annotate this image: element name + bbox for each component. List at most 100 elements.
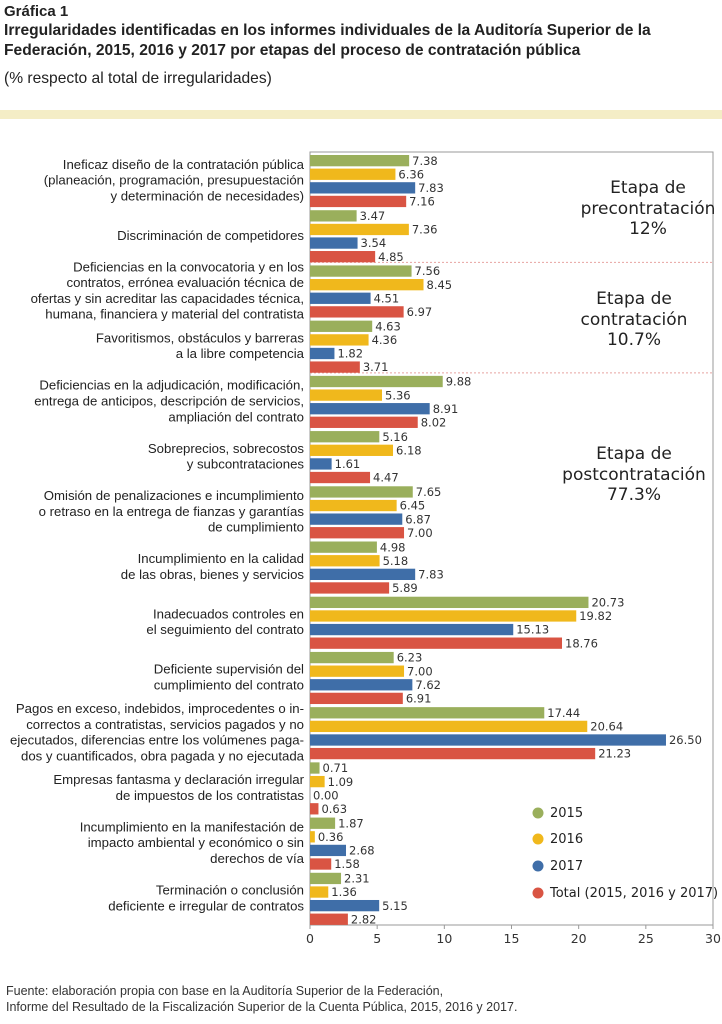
category-label: Incumplimiento en la calidad [138,551,304,566]
category-label: Deficiente supervisión del [154,662,304,677]
stage-label: Etapa de [596,444,672,464]
bar [310,623,514,636]
value-label: 26.50 [669,733,702,747]
bar [310,182,416,194]
bar [310,306,404,318]
value-label: 9.88 [446,375,472,389]
category-label: deficiente e irregular de contratos [108,898,304,913]
value-label: 2.82 [351,912,377,926]
value-label: 7.62 [415,678,441,692]
bar [310,513,403,525]
x-tick-label: 10 [436,931,452,946]
value-label: 7.83 [418,568,444,582]
legend-entry: 2016 [550,832,583,847]
source-line-2: Informe del Resultado de la Fiscalizació… [6,1000,518,1014]
value-label: 0.63 [321,802,347,816]
bar [310,651,394,664]
category-label: cumplimiento del contrato [154,677,304,692]
value-label: 5.15 [382,899,408,913]
bar [310,347,335,360]
header-band [0,110,722,119]
bar [310,665,405,677]
value-label: 3.54 [361,236,387,250]
value-label: 8.45 [427,278,453,292]
source-line-1: Fuente: elaboración propia con base en l… [6,984,444,998]
value-label: 5.36 [385,388,411,402]
bar [310,389,383,401]
value-label: 7.36 [412,223,438,237]
category-label: ofertas y sin acreditar las capacidades … [31,291,304,306]
bar [310,872,342,885]
value-label: 17.44 [547,706,580,720]
category-label: de las obras, bienes y servicios [121,567,305,582]
stage-label: Etapa de [610,178,686,198]
value-label: 19.82 [579,609,612,623]
bar [310,210,357,222]
value-label: 6.91 [406,692,432,706]
value-label: 20.64 [590,720,623,734]
bar [310,416,418,428]
value-label: 2.31 [344,872,370,886]
bar [310,320,373,332]
value-label: 0.00 [313,788,339,802]
category-label: de impuestos de los contratistas [116,788,305,803]
bar [310,679,413,691]
bar [310,527,405,539]
value-label: 6.45 [400,499,426,513]
category-label: Ineficaz diseño de la contratación públi… [63,157,305,172]
bar [310,279,424,291]
category-label: contratos, errónea evaluación técnica de [66,275,304,290]
bar [310,803,319,815]
value-label: 7.56 [415,264,441,278]
bar [310,844,347,857]
x-tick-label: 5 [373,931,381,946]
bar [310,858,332,870]
legend-swatch [532,807,544,819]
category-label: y determinación de necesidades) [110,188,304,203]
bar [310,223,409,236]
bar [310,817,336,829]
x-tick-label: 25 [638,931,654,946]
chart-header: Gráfica 1 Irregularidades identificadas … [0,0,722,110]
category-label: dos y cuantificados, obra pagada y no ej… [21,748,305,763]
bar [310,375,443,388]
bar [310,555,380,567]
value-label: 21.23 [598,747,631,761]
category-label: Deficiencias en la adjudicación, modific… [39,378,304,393]
figure-label: Gráfica 1 [4,3,69,20]
value-label: 3.47 [360,209,386,223]
bar [310,458,332,470]
value-label: 1.09 [328,775,354,789]
bar [310,444,394,456]
bar [310,775,325,788]
stage-label: Etapa de [596,289,672,309]
value-label: 6.18 [396,443,422,457]
chart-subtitle: (% respecto al total de irregularidades) [4,70,272,87]
stage-label: 10.7% [607,330,661,350]
bar [310,596,589,609]
source-note: Fuente: elaboración propia con base en l… [6,983,517,1015]
category-label: (planeación, programación, presupuestaci… [44,173,304,188]
value-label: 4.36 [372,333,398,347]
bar [310,747,596,760]
bar [310,541,377,553]
bar [310,568,416,580]
bar [310,155,410,167]
bar [310,692,403,705]
bar [310,637,563,649]
category-label: Empresas fantasma y declaración irregula… [53,772,304,787]
category-label: derechos de vía [210,851,305,866]
legend-swatch [532,833,544,845]
value-label: 18.76 [565,636,598,650]
value-label: 6.36 [398,167,424,181]
bar [310,486,413,498]
value-label: 1.82 [337,347,363,361]
bar [310,265,412,277]
stage-label: 12% [629,219,667,239]
bar [310,168,396,180]
bar [310,582,390,594]
category-label: a la libre competencia [176,346,305,361]
category-label: Inadecuados controles en [153,606,304,621]
legend-entry: 2015 [550,806,583,821]
legend-swatch [532,887,544,899]
